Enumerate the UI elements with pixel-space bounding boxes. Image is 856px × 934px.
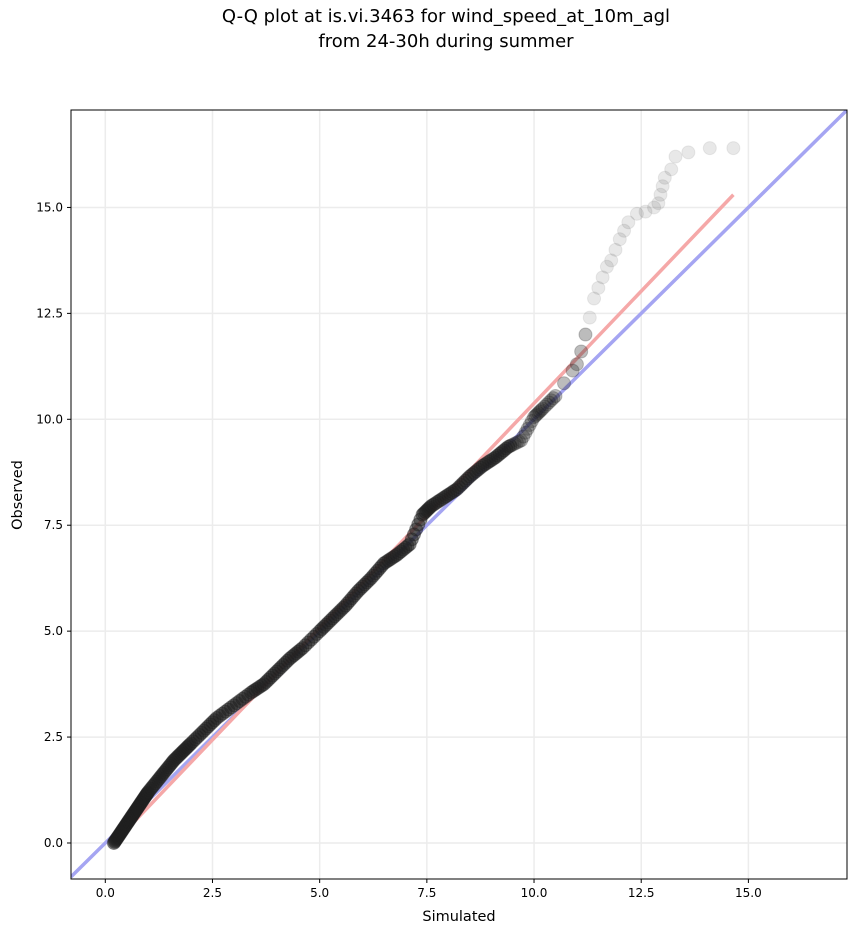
quantile-point xyxy=(528,408,543,423)
quantile-point xyxy=(591,280,606,295)
quantile-point xyxy=(520,421,535,436)
quantile-point xyxy=(542,395,557,410)
y-tick-label: 2.5 xyxy=(44,730,63,744)
x-tick-label: 12.5 xyxy=(628,886,655,900)
quantile-point xyxy=(726,141,741,156)
quantile-point xyxy=(647,200,662,215)
quantile-point xyxy=(599,259,614,274)
x-tick-label: 2.5 xyxy=(203,886,222,900)
y-axis-label: Observed xyxy=(10,460,26,530)
chart-title-line2: from 24-30h during summer xyxy=(318,31,574,52)
quantile-point xyxy=(629,206,644,221)
quantile-point xyxy=(514,433,529,448)
y-tick-label: 0.0 xyxy=(44,836,63,850)
x-tick-label: 5.0 xyxy=(310,886,329,900)
quantile-point xyxy=(569,357,584,372)
quantile-point xyxy=(608,242,623,257)
quantile-point xyxy=(548,388,563,403)
quantile-point xyxy=(617,223,632,238)
quantile-point xyxy=(509,435,524,450)
quantile-point xyxy=(544,393,559,408)
quantile-point xyxy=(532,404,547,419)
plot-frame xyxy=(70,109,848,880)
quantile-point xyxy=(512,434,527,449)
x-axis-label: Simulated xyxy=(422,909,495,925)
quantile-point xyxy=(587,291,602,306)
x-tick-label: 10.0 xyxy=(521,886,548,900)
quantile-point xyxy=(529,407,544,422)
quantile-point xyxy=(595,270,610,285)
quantile-point xyxy=(557,376,572,391)
quantile-point xyxy=(702,141,717,156)
grid xyxy=(71,110,847,879)
quantile-point xyxy=(621,215,636,230)
quantile-point xyxy=(516,429,531,444)
quantile-point xyxy=(524,414,539,429)
axis-ticks: 0.0 2.5 5.0 7.5 10.0 12.5 15.0 0.0 2.5 5.0 7.5 10.0… xyxy=(36,200,761,900)
quantile-point xyxy=(522,417,537,432)
quantile-point xyxy=(653,187,668,202)
quantile-point xyxy=(535,401,550,416)
quantile-point xyxy=(651,196,666,211)
quantile-point xyxy=(638,204,653,219)
quantile-point xyxy=(657,170,672,185)
y-tick-label: 12.5 xyxy=(36,306,63,320)
quantile-point xyxy=(546,391,561,406)
quantile-point xyxy=(527,410,542,425)
quantile-point xyxy=(681,145,696,160)
quantile-point xyxy=(531,405,546,420)
quantile-point xyxy=(582,310,597,325)
quantile-point xyxy=(518,425,533,440)
quantile-point xyxy=(537,399,552,414)
y-tick-label: 10.0 xyxy=(36,412,63,426)
quantile-point xyxy=(578,327,593,342)
quantile-point xyxy=(574,344,589,359)
y-tick-label: 15.0 xyxy=(36,200,63,214)
quantile-point xyxy=(664,162,679,177)
quantile-point xyxy=(534,403,549,418)
quantile-point xyxy=(565,363,580,378)
y-tick-label: 7.5 xyxy=(44,518,63,532)
quantile-point xyxy=(604,253,619,268)
x-tick-label: 0.0 xyxy=(96,886,115,900)
x-tick-label: 7.5 xyxy=(417,886,436,900)
quantile-point xyxy=(655,179,670,194)
quantile-point xyxy=(612,232,627,247)
quantile-points xyxy=(106,141,741,850)
quantile-point xyxy=(505,437,520,452)
chart-title-line1: Q-Q plot at is.vi.3463 for wind_speed_at… xyxy=(221,6,671,27)
quantile-point xyxy=(668,149,683,164)
x-tick-label: 15.0 xyxy=(735,886,762,900)
quantile-point xyxy=(503,438,518,453)
quantile-point xyxy=(539,397,554,412)
y-tick-label: 5.0 xyxy=(44,624,63,638)
quantile-point xyxy=(507,436,522,451)
